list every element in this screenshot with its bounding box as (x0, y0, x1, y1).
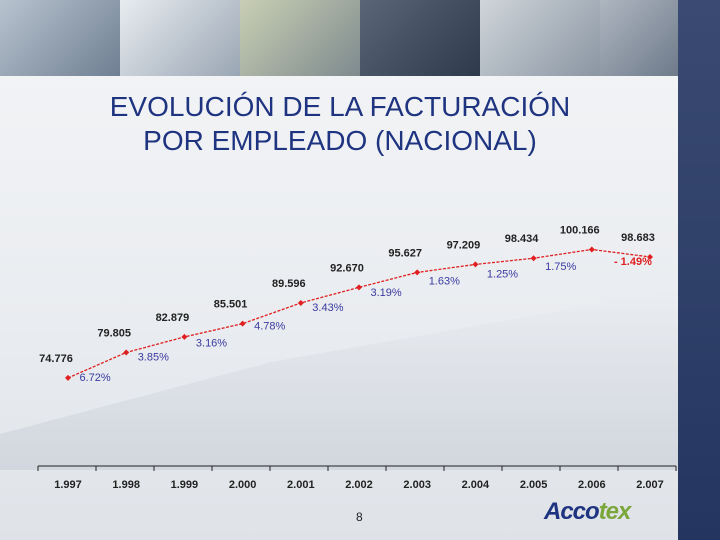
slide-number: 8 (356, 510, 363, 524)
banner-photo (480, 0, 600, 76)
banner-photo (240, 0, 360, 76)
growth-label: 1.25% (487, 268, 518, 280)
x-tick-label: 2.001 (287, 479, 315, 491)
data-value-label: 74.776 (39, 353, 73, 365)
data-value-label: 98.683 (621, 232, 655, 244)
data-value-label: 100.166 (560, 224, 600, 236)
data-value-label: 95.627 (388, 247, 422, 259)
x-tick-label: 1.998 (112, 479, 140, 491)
x-tick-label: 2.003 (403, 479, 431, 491)
data-point (356, 284, 362, 291)
page-title: EVOLUCIÓN DE LA FACTURACIÓN POR EMPLEADO… (40, 90, 640, 158)
growth-label: 4.78% (254, 320, 285, 332)
title-line-1: EVOLUCIÓN DE LA FACTURACIÓN (109, 91, 571, 122)
growth-label: 1.75% (545, 261, 576, 273)
x-tick-label: 2.007 (636, 479, 664, 491)
growth-label: 3.16% (196, 337, 227, 349)
data-point (297, 299, 304, 306)
data-value-label: 79.805 (97, 327, 131, 339)
x-tick-label: 2.006 (578, 479, 606, 491)
x-tick-label: 2.000 (229, 479, 257, 491)
logo-text-accent: tex (598, 498, 632, 525)
growth-label: 3.85% (138, 352, 169, 364)
banner-photo (360, 0, 480, 76)
data-point (123, 349, 130, 356)
data-point (181, 333, 188, 340)
data-point (647, 253, 653, 260)
data-point (239, 320, 246, 327)
title-line-2: POR EMPLEADO (NACIONAL) (143, 125, 537, 156)
data-point (414, 269, 421, 276)
decorative-sidebar (678, 0, 720, 540)
x-tick-label: 2.005 (520, 479, 548, 491)
x-tick-label: 2.004 (462, 479, 490, 491)
series-line (67, 248, 651, 379)
growth-label: 1.63% (429, 275, 460, 287)
data-value-label: 92.670 (330, 262, 364, 274)
data-point (472, 261, 479, 268)
data-point (65, 374, 71, 381)
data-value-label: 82.879 (156, 312, 190, 324)
x-tick-label: 1.999 (171, 479, 199, 491)
banner-photo (120, 0, 240, 76)
x-tick-label: 2.002 (345, 479, 373, 491)
data-point (588, 246, 595, 253)
banner-photo (0, 0, 120, 76)
growth-label: 3.43% (312, 302, 343, 314)
logo-text-main: Acco (544, 498, 600, 525)
growth-label: 6.72% (79, 372, 110, 384)
data-point (530, 255, 537, 262)
data-value-label: 89.596 (272, 278, 306, 290)
data-value-label: 98.434 (505, 233, 540, 245)
accotex-logo: Accotex (544, 498, 632, 526)
data-value-label: 85.501 (214, 299, 248, 311)
x-tick-label: 1.997 (54, 479, 82, 491)
growth-label: 3.19% (370, 287, 401, 299)
growth-label: - 1.49% (614, 256, 652, 268)
data-value-label: 97.209 (447, 239, 481, 251)
